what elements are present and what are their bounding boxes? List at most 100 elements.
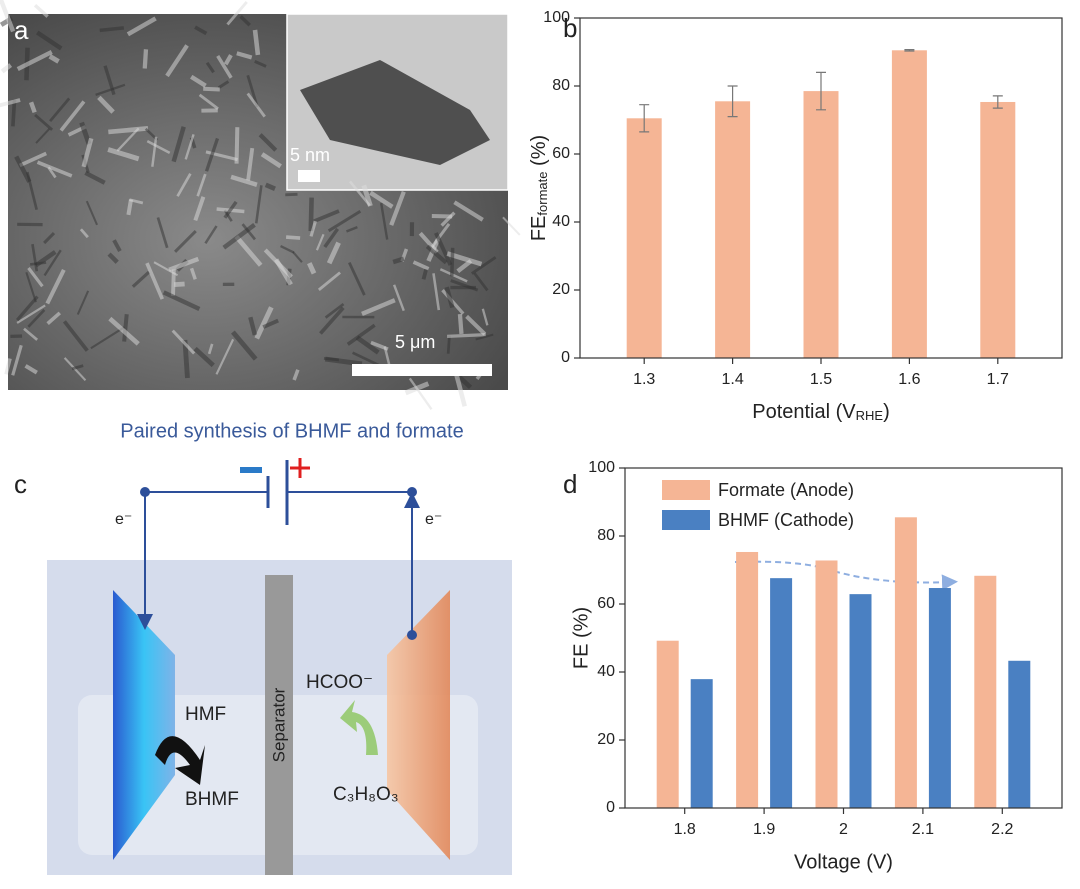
electron-label: e⁻ xyxy=(425,511,442,528)
texture xyxy=(23,327,39,341)
texture xyxy=(324,302,345,319)
texture xyxy=(254,306,274,340)
texture xyxy=(47,166,57,179)
texture xyxy=(85,200,98,226)
texture xyxy=(156,217,169,249)
bar xyxy=(849,594,872,808)
texture xyxy=(27,267,44,288)
texture xyxy=(439,268,468,283)
texture xyxy=(193,196,206,222)
axis-label-part: formate xyxy=(535,172,550,216)
texture xyxy=(324,356,363,367)
texture xyxy=(165,44,189,78)
texture xyxy=(11,99,17,127)
texture xyxy=(107,147,140,162)
scale-label: 5 μm xyxy=(395,332,435,352)
texture xyxy=(327,209,362,233)
y-tick-label: 0 xyxy=(606,799,615,816)
texture xyxy=(107,252,119,264)
texture xyxy=(292,369,300,381)
texture xyxy=(25,271,37,303)
axes-frame xyxy=(579,17,1063,359)
texture xyxy=(29,261,47,266)
x-tick-label: 2 xyxy=(839,821,848,838)
texture xyxy=(260,152,282,169)
texture xyxy=(450,247,455,277)
bar xyxy=(891,50,927,359)
legend-label: BHMF (Cathode) xyxy=(718,510,854,530)
texture xyxy=(84,170,106,185)
texture xyxy=(16,304,46,324)
texture xyxy=(204,137,220,172)
texture xyxy=(131,270,151,288)
x-tick-label: 1.5 xyxy=(810,371,832,388)
separator-label: Separator xyxy=(269,687,288,762)
texture xyxy=(481,308,489,326)
texture xyxy=(473,272,489,292)
texture xyxy=(151,136,158,167)
y-tick-label: 20 xyxy=(597,731,615,748)
bar xyxy=(770,578,793,808)
texture xyxy=(246,147,255,181)
texture xyxy=(36,160,73,178)
texture xyxy=(379,202,389,240)
y-tick-label: 40 xyxy=(597,663,615,680)
texture xyxy=(48,54,60,64)
axis-label: Potential (VRHE) xyxy=(752,401,890,423)
texture xyxy=(71,364,84,371)
texture xyxy=(79,121,92,145)
texture xyxy=(26,171,38,211)
texture xyxy=(348,180,371,207)
axis-label: FEformate (%) xyxy=(528,135,550,241)
texture xyxy=(35,30,63,51)
texture xyxy=(222,222,256,250)
texture xyxy=(425,244,448,265)
texture xyxy=(239,15,251,27)
texture xyxy=(389,190,406,226)
texture xyxy=(361,298,396,316)
texture xyxy=(421,268,428,280)
texture xyxy=(204,225,218,245)
texture xyxy=(79,228,89,239)
texture xyxy=(108,126,149,135)
texture xyxy=(453,200,484,222)
texture xyxy=(262,318,279,329)
error-bar xyxy=(992,95,1003,109)
texture xyxy=(319,306,345,335)
panel-label: b xyxy=(563,13,577,43)
texture xyxy=(194,25,208,36)
texture xyxy=(432,273,441,311)
bar xyxy=(626,118,662,358)
bar xyxy=(894,517,917,808)
texture xyxy=(95,83,126,96)
texture xyxy=(465,314,487,336)
texture xyxy=(444,286,455,309)
texture xyxy=(392,284,405,312)
texture xyxy=(171,126,186,163)
texture xyxy=(216,54,233,79)
texture xyxy=(0,0,16,33)
axis-label: Voltage (V) xyxy=(794,851,893,873)
texture xyxy=(16,49,53,72)
texture xyxy=(308,197,314,232)
species-label: HCOO⁻ xyxy=(306,672,373,693)
texture xyxy=(392,256,405,265)
x-tick-label: 1.7 xyxy=(987,371,1009,388)
texture xyxy=(246,92,266,118)
texture xyxy=(162,290,201,312)
texture xyxy=(404,381,430,396)
cell-diagram: Paired synthesis of BHMF and formate Sep… xyxy=(47,420,512,875)
error-bar xyxy=(816,71,826,111)
texture xyxy=(196,173,207,197)
texture xyxy=(0,98,21,108)
texture xyxy=(189,267,197,280)
texture xyxy=(252,29,261,56)
texture xyxy=(230,174,258,187)
texture xyxy=(285,235,301,240)
texture xyxy=(475,333,494,341)
texture xyxy=(14,155,32,183)
y-tick-label: 40 xyxy=(552,213,570,230)
texture xyxy=(234,127,240,164)
texture xyxy=(236,51,253,60)
inset-scale-label: 5 nm xyxy=(290,145,330,165)
